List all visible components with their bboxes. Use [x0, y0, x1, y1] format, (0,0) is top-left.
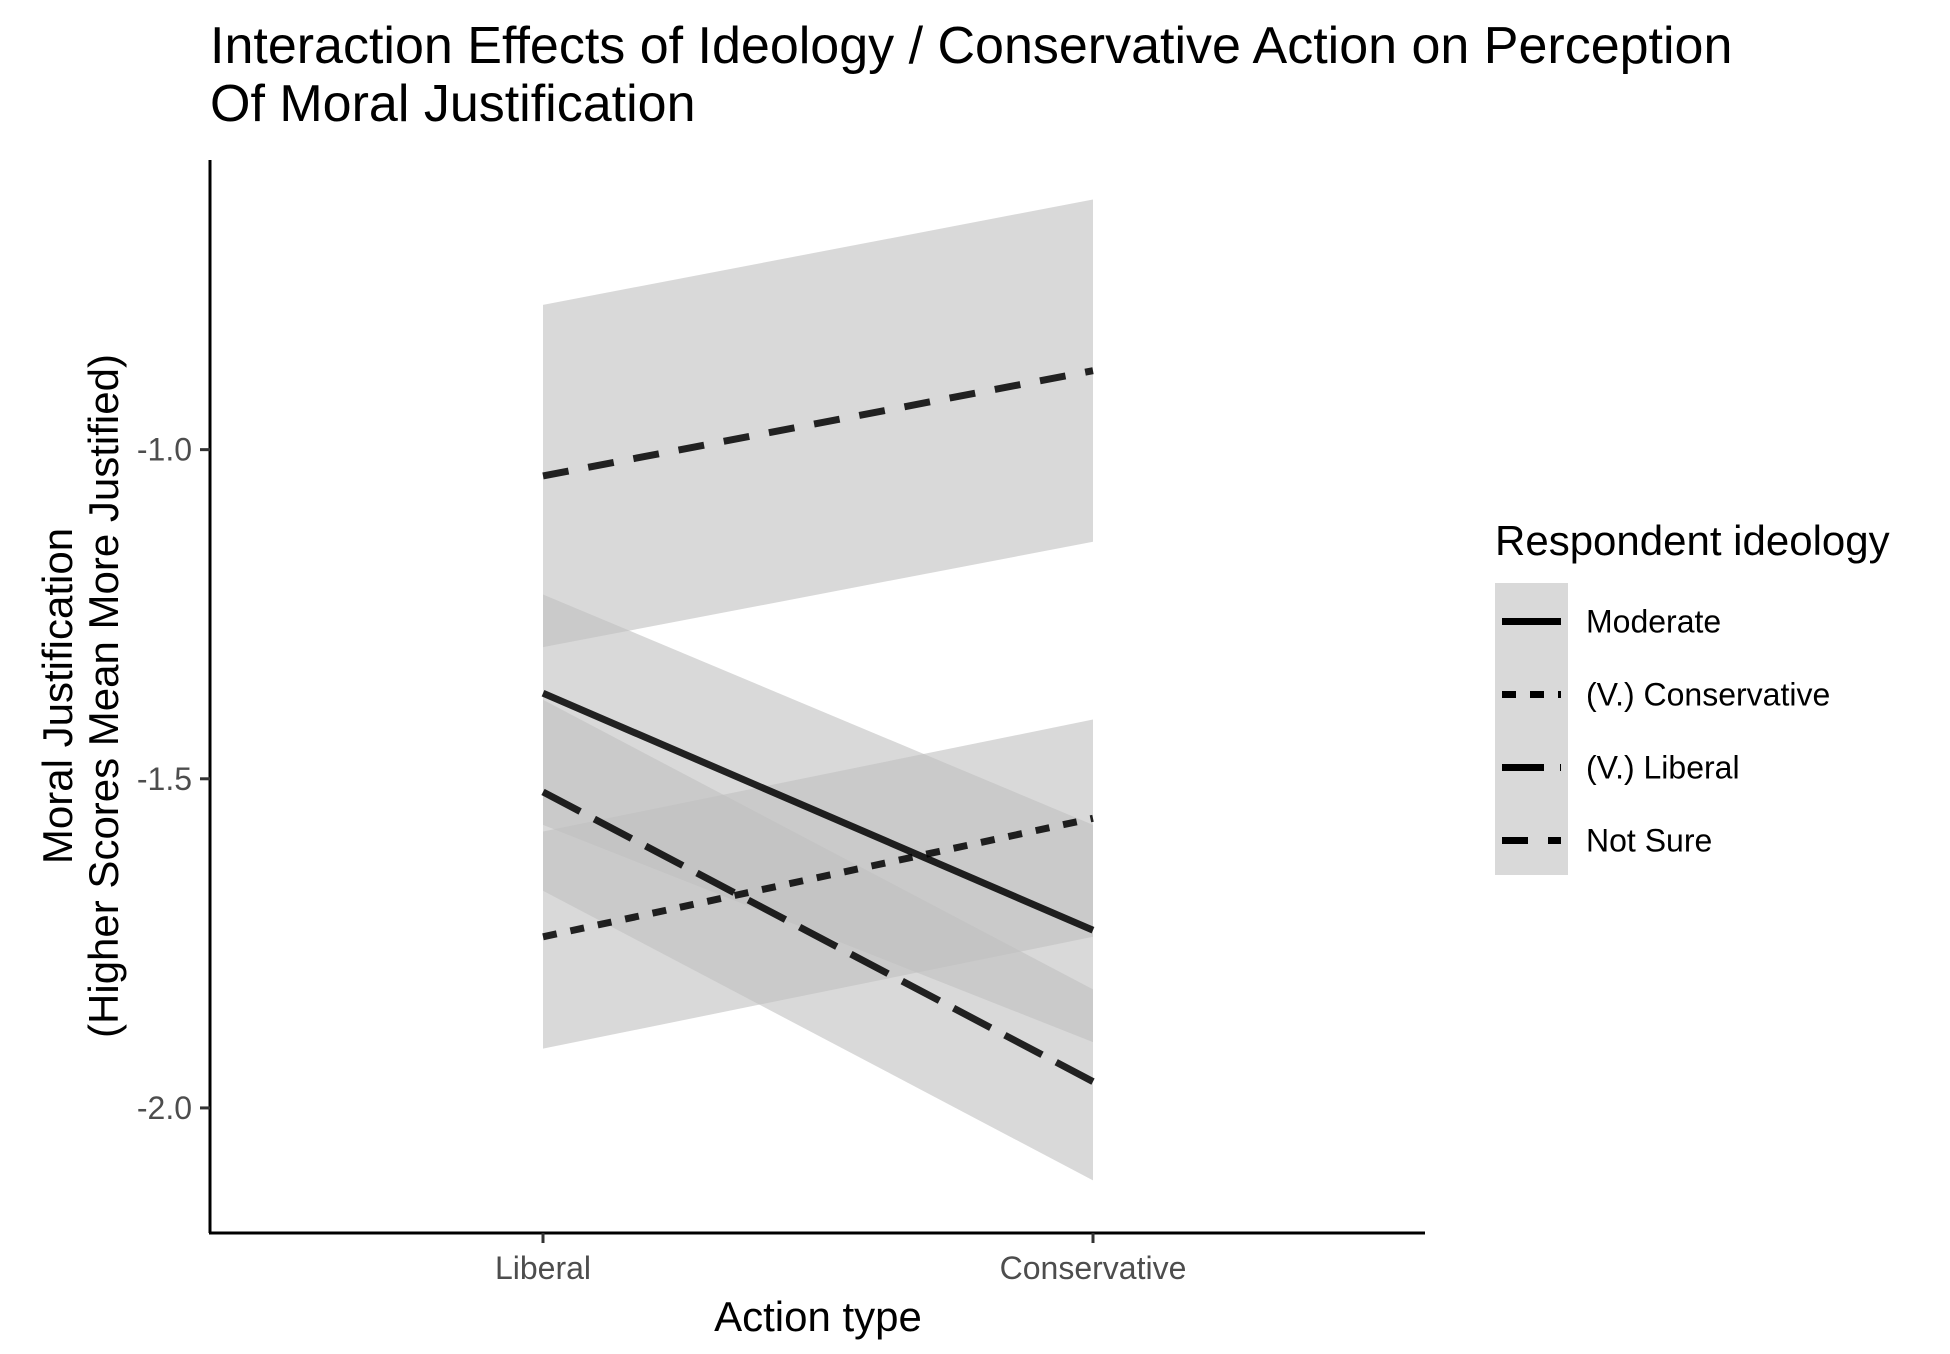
- y-axis-title-line-2: (Higher Scores Mean More Justified): [80, 354, 127, 1038]
- x-tick-label: Liberal: [495, 1250, 591, 1286]
- legend-title: Respondent ideology: [1495, 517, 1890, 564]
- legend-label-v-conservative: (V.) Conservative: [1586, 677, 1830, 713]
- legend: Moderate (V.) Conservative (V.) Liberal Not…: [1495, 583, 1830, 875]
- y-axis-title-line-1: Moral Justification: [34, 528, 81, 864]
- y-tick-label: -1.0: [137, 432, 192, 468]
- series-line-v-conservative: [542, 814, 1094, 941]
- legend-label-moderate: Moderate: [1586, 604, 1721, 640]
- confidence-bands: [543, 199, 1093, 1181]
- chart-title-line-1: Interaction Effects of Ideology / Conser…: [210, 17, 1732, 75]
- legend-key-background: [1495, 583, 1568, 875]
- x-axis-title: Action type: [714, 1293, 922, 1340]
- y-axis-title: Moral Justification (Higher Scores Mean …: [34, 354, 127, 1038]
- series-line-moderate: [541, 689, 1095, 934]
- series-line-v-liberal: [541, 788, 1095, 1085]
- legend-label-not-sure: Not Sure: [1586, 823, 1712, 859]
- series-lines: [541, 367, 1095, 1085]
- y-tick-label: -1.5: [137, 761, 192, 797]
- y-tick-label: -2.0: [137, 1090, 192, 1126]
- y-axis-ticks: -2.0 -1.5 -1.0: [137, 432, 210, 1126]
- legend-label-v-liberal: (V.) Liberal: [1586, 750, 1740, 786]
- x-axis-ticks: Liberal Conservative: [495, 1233, 1186, 1286]
- x-tick-label: Conservative: [1000, 1250, 1187, 1286]
- series-line-not-sure: [542, 367, 1094, 480]
- chart-title-line-2: Of Moral Justification: [210, 75, 696, 133]
